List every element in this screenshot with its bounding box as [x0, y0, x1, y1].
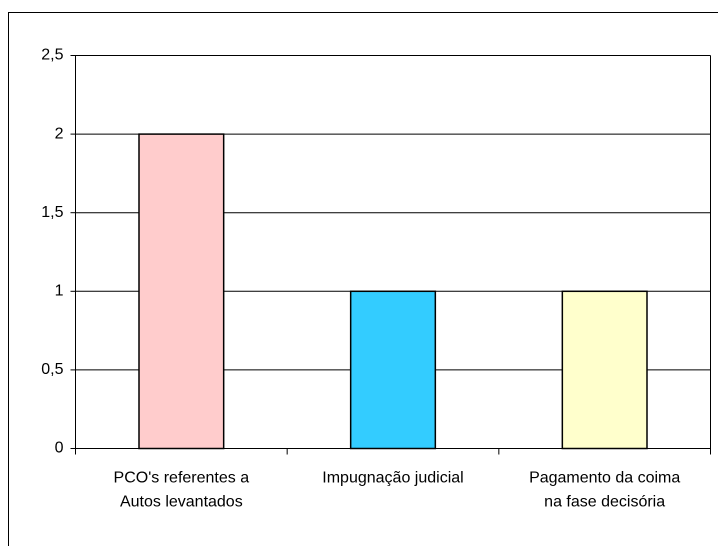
y-tick-label: 0 [55, 440, 64, 457]
x-tick-label: na fase decisória [544, 494, 665, 511]
chart-frame [8, 12, 718, 546]
y-tick-label: 1,5 [41, 204, 63, 221]
x-tick-label: PCO's referentes a [114, 470, 250, 487]
x-tick-label: Autos levantados [120, 494, 243, 511]
bar [138, 133, 225, 450]
y-tick-label: 0,5 [41, 361, 63, 378]
y-tick-label: 2 [55, 125, 64, 142]
x-tick-label: Pagamento da coima [529, 470, 680, 487]
y-tick-label: 1 [55, 283, 64, 300]
x-tick-label: Impugnação judicial [322, 470, 463, 487]
bar [349, 290, 437, 450]
y-tick-label: 2,5 [41, 47, 63, 64]
bar [561, 290, 648, 450]
